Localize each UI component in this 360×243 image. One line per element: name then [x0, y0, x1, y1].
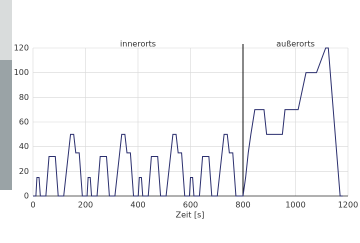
- x-tick-label: 800: [235, 201, 250, 210]
- x-tick-label: 400: [130, 201, 145, 210]
- x-tick-label: 600: [183, 201, 198, 210]
- x-axis-label: Zeit [s]: [176, 211, 205, 220]
- y-tick-label: 100: [14, 68, 29, 77]
- y-tick-label: 80: [19, 93, 29, 102]
- x-tick-label: 1200: [338, 201, 358, 210]
- y-tick-label: 0: [24, 192, 29, 201]
- y-tick-label: 40: [19, 142, 29, 151]
- y-tick-label: 20: [19, 167, 29, 176]
- region-label: innerorts: [120, 40, 156, 49]
- x-tick-label: 0: [30, 201, 35, 210]
- photo-edge-top: [0, 0, 12, 60]
- chart: Zeit [s] 0204060801001200200400600800100…: [0, 0, 360, 243]
- y-tick-label: 60: [19, 118, 29, 127]
- region-label: außerorts: [276, 40, 315, 49]
- y-tick-label: 120: [14, 44, 29, 53]
- x-tick-label: 200: [78, 201, 93, 210]
- x-tick-label: 1000: [285, 201, 305, 210]
- page: Zeit [s] 0204060801001200200400600800100…: [0, 0, 360, 243]
